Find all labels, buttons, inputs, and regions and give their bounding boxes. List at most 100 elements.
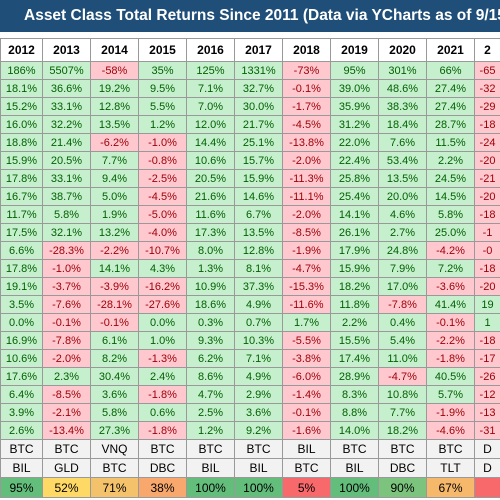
- return-cell: 15.7%: [234, 151, 283, 170]
- return-cell: 25.4%: [330, 187, 379, 206]
- return-cell: 8.3%: [330, 385, 379, 404]
- return-cell: 9.2%: [234, 421, 283, 440]
- return-cell: 24.5%: [426, 169, 475, 188]
- return-cell: 33.1%: [42, 97, 91, 116]
- return-cell: 17.6%: [0, 367, 43, 386]
- return-cell: 32.1%: [42, 223, 91, 242]
- data-row: 17.8% 33.1% 9.4% -2.5% 20.5% 15.9% -11.3% 25.8%…: [0, 169, 500, 188]
- return-cell: 15.5%: [330, 331, 379, 350]
- return-cell: 15.2%: [0, 97, 43, 116]
- return-cell: -1.7%: [282, 97, 331, 116]
- return-cell: -29: [474, 97, 500, 116]
- return-cell: -1.6%: [282, 421, 331, 440]
- return-cell: -2.1%: [42, 403, 91, 422]
- return-cell: 27.3%: [90, 421, 139, 440]
- return-cell: 1.2%: [138, 115, 187, 134]
- return-cell: 6.7%: [234, 205, 283, 224]
- return-cell: 95%: [330, 61, 379, 80]
- return-cell: 11.8%: [330, 295, 379, 314]
- score-cell: 5%: [282, 477, 331, 498]
- return-cell: 18.8%: [0, 133, 43, 152]
- return-cell: 7.9%: [378, 259, 427, 278]
- score-cell: 52%: [42, 477, 91, 498]
- return-cell: -0.1%: [42, 313, 91, 332]
- return-cell: 0.3%: [186, 313, 235, 332]
- return-cell: 28.9%: [330, 367, 379, 386]
- return-cell: -1: [474, 223, 500, 242]
- return-cell: 2.2%: [426, 151, 475, 170]
- best-ticker: BTC: [378, 439, 427, 459]
- return-cell: -13.4%: [42, 421, 91, 440]
- return-cell: 0.6%: [138, 403, 187, 422]
- return-cell: -3.6%: [426, 277, 475, 296]
- return-cell: -24: [474, 133, 500, 152]
- return-cell: 17.8%: [0, 259, 43, 278]
- score-row: 95% 52% 71% 38% 100% 100% 5% 100% 90% 67%: [0, 477, 500, 498]
- return-cell: 6.4%: [0, 385, 43, 404]
- return-cell: -2.2%: [90, 241, 139, 260]
- return-cell: 20.0%: [378, 187, 427, 206]
- return-cell: -28.1%: [90, 295, 139, 314]
- return-cell: 10.9%: [186, 277, 235, 296]
- data-row: 0.0% -0.1% -0.1% 0.0% 0.3% 0.7% 1.7% 2.2% 0.4% -0…: [0, 313, 500, 332]
- return-cell: -20: [474, 187, 500, 206]
- return-cell: 53.4%: [378, 151, 427, 170]
- return-cell: 27.4%: [426, 79, 475, 98]
- return-cell: 8.8%: [330, 403, 379, 422]
- data-row: 11.7% 5.8% 1.9% -5.0% 11.6% 6.7% -2.0% 14.1% 4.6…: [0, 205, 500, 224]
- score-cell: [474, 477, 500, 498]
- return-cell: 7.7%: [378, 403, 427, 422]
- return-cell: 19.1%: [0, 277, 43, 296]
- return-cell: -1.8%: [138, 421, 187, 440]
- data-row: 10.6% -2.0% 8.2% -1.3% 6.2% 7.1% -3.8% 17.4% 11.…: [0, 349, 500, 368]
- return-cell: -4.5%: [282, 115, 331, 134]
- return-cell: 3.9%: [0, 403, 43, 422]
- return-cell: -4.2%: [426, 241, 475, 260]
- return-cell: 9.4%: [90, 169, 139, 188]
- return-cell: 8.0%: [186, 241, 235, 260]
- return-cell: 11.0%: [378, 349, 427, 368]
- data-row: 186% 5507% -58% 35% 125% 1331% -73% 95% 301% 66% -…: [0, 61, 500, 80]
- return-cell: 4.7%: [186, 385, 235, 404]
- return-cell: 20.5%: [42, 151, 91, 170]
- return-cell: 1.7%: [282, 313, 331, 332]
- return-cell: -1.8%: [426, 349, 475, 368]
- return-cell: -11.1%: [282, 187, 331, 206]
- return-cell: 7.6%: [378, 133, 427, 152]
- return-cell: 5.5%: [138, 97, 187, 116]
- data-row: 6.6% -28.3% -2.2% -10.7% 8.0% 12.8% -1.9% 17.9%…: [0, 241, 500, 260]
- return-cell: -11.6%: [282, 295, 331, 314]
- return-cell: 18.4%: [378, 115, 427, 134]
- best-ticker: BTC: [138, 439, 187, 459]
- return-cell: -13.8%: [282, 133, 331, 152]
- return-cell: -2.0%: [282, 205, 331, 224]
- worst-row: BIL GLD BTC DBC BIL BIL BTC BIL DBC TLT D: [0, 458, 500, 478]
- data-row: 17.5% 32.1% 13.2% -4.0% 17.3% 13.5% -8.5% 26.1%…: [0, 223, 500, 242]
- return-cell: -5.5%: [282, 331, 331, 350]
- return-cell: 2.6%: [0, 421, 43, 440]
- return-cell: 24.8%: [378, 241, 427, 260]
- return-cell: 9.3%: [186, 331, 235, 350]
- return-cell: 21.7%: [234, 115, 283, 134]
- return-cell: 0.7%: [234, 313, 283, 332]
- return-cell: 39.0%: [330, 79, 379, 98]
- return-cell: 5.4%: [378, 331, 427, 350]
- return-cell: 1.9%: [90, 205, 139, 224]
- return-cell: -6.2%: [90, 133, 139, 152]
- data-row: 2.6% -13.4% 27.3% -1.8% 1.2% 9.2% -1.6% 14.0% 18…: [0, 421, 500, 440]
- return-cell: 5.8%: [426, 205, 475, 224]
- return-cell: 12.0%: [186, 115, 235, 134]
- return-cell: 18.2%: [330, 277, 379, 296]
- return-cell: 17.0%: [378, 277, 427, 296]
- return-cell: 26.1%: [330, 223, 379, 242]
- return-cell: 14.1%: [330, 205, 379, 224]
- best-ticker: VNQ: [90, 439, 139, 459]
- year-header: 2014: [90, 38, 139, 62]
- return-cell: 16.0%: [0, 115, 43, 134]
- data-row: 6.4% -8.5% 3.6% -1.8% 4.7% 2.9% -1.4% 8.3% 10.8%…: [0, 385, 500, 404]
- return-cell: 17.9%: [330, 241, 379, 260]
- score-cell: 100%: [330, 477, 379, 498]
- return-cell: -7.6%: [42, 295, 91, 314]
- return-cell: -7.8%: [42, 331, 91, 350]
- return-cell: -1.0%: [138, 133, 187, 152]
